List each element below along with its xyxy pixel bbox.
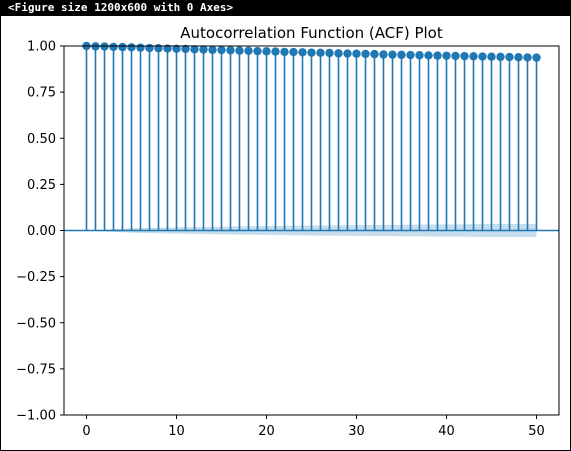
acf-point-13 <box>199 45 208 54</box>
x-axis-ticks: 0 10 20 30 40 50 <box>82 415 545 439</box>
acf-point-2 <box>100 42 109 51</box>
acf-point-43 <box>469 52 478 61</box>
acf-point-48 <box>514 53 523 62</box>
y-tick-label: 1.00 <box>27 40 56 55</box>
x-tick-label: 30 <box>348 424 365 439</box>
y-tick-label: −0.25 <box>16 270 56 285</box>
acf-point-40 <box>442 51 451 60</box>
acf-point-28 <box>334 49 343 58</box>
acf-point-42 <box>460 51 469 61</box>
acf-point-19 <box>253 46 262 56</box>
acf-point-27 <box>325 48 334 58</box>
x-tick-label: 20 <box>258 424 275 439</box>
marker-layer <box>82 41 541 62</box>
x-tick-label: 0 <box>82 424 90 439</box>
acf-point-36 <box>406 50 415 60</box>
acf-point-16 <box>226 46 235 55</box>
acf-point-25 <box>307 48 316 57</box>
acf-point-20 <box>262 47 271 56</box>
acf-point-34 <box>388 50 397 59</box>
y-tick-label: −1.00 <box>16 409 56 424</box>
console-output-header: <Figure size 1200x600 with 0 Axes> <box>0 0 571 16</box>
acf-point-24 <box>298 48 307 57</box>
acf-point-26 <box>316 48 325 58</box>
x-tick-label: 10 <box>168 424 185 439</box>
acf-chart: Autocorrelation Function (ACF) Plot 0 10 2… <box>16 24 560 439</box>
chart-title: Autocorrelation Function (ACF) Plot <box>180 24 443 42</box>
acf-point-23 <box>289 47 298 57</box>
acf-point-6 <box>136 43 145 52</box>
y-axis-ticks: 1.00 0.75 0.50 0.25 0.00 −0.25 −0.50 −0.75 −1.00 <box>16 40 64 424</box>
acf-point-15 <box>217 45 226 55</box>
x-tick-label: 40 <box>438 424 455 439</box>
acf-point-45 <box>487 52 496 61</box>
acf-point-35 <box>397 50 406 60</box>
acf-point-3 <box>109 42 118 52</box>
acf-point-7 <box>145 43 154 53</box>
acf-point-46 <box>496 52 505 62</box>
y-tick-label: 0.50 <box>27 132 56 147</box>
y-tick-label: 0.00 <box>27 224 56 239</box>
acf-point-49 <box>523 53 532 62</box>
acf-point-39 <box>433 51 442 60</box>
stem-layer <box>85 46 538 231</box>
acf-point-18 <box>244 46 253 55</box>
acf-point-12 <box>190 45 199 54</box>
acf-point-31 <box>361 49 370 59</box>
acf-point-4 <box>118 42 127 52</box>
acf-point-5 <box>127 43 136 52</box>
acf-point-8 <box>154 44 163 53</box>
acf-point-38 <box>424 51 433 60</box>
y-tick-label: 0.25 <box>27 178 56 193</box>
acf-point-30 <box>352 49 361 58</box>
acf-point-44 <box>478 52 487 61</box>
y-tick-label: −0.50 <box>16 316 56 331</box>
acf-point-21 <box>271 47 280 56</box>
acf-point-17 <box>235 46 244 55</box>
acf-point-14 <box>208 45 217 55</box>
y-tick-label: −0.75 <box>16 362 56 377</box>
acf-point-11 <box>181 44 190 54</box>
figure-canvas: Autocorrelation Function (ACF) Plot 0 10 2… <box>1 16 570 450</box>
y-tick-label: 0.75 <box>27 86 56 101</box>
acf-point-10 <box>172 44 181 53</box>
acf-point-47 <box>505 52 514 62</box>
acf-point-29 <box>343 49 352 58</box>
acf-point-33 <box>379 50 388 59</box>
x-tick-label: 50 <box>528 424 545 439</box>
acf-point-22 <box>280 47 289 57</box>
acf-point-50 <box>532 53 541 62</box>
acf-point-41 <box>451 51 460 61</box>
acf-point-32 <box>370 49 379 59</box>
acf-point-37 <box>415 51 424 60</box>
